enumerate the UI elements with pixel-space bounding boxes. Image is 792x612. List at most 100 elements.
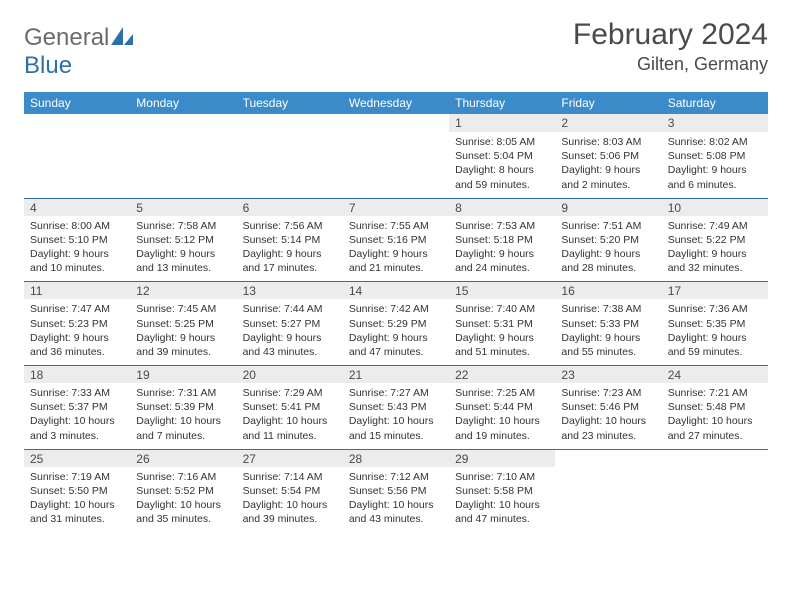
day-number — [555, 449, 661, 467]
sunset-line: Sunset: 5:41 PM — [243, 400, 337, 414]
logo: GeneralBlue — [24, 24, 133, 80]
logo-text: GeneralBlue — [24, 24, 133, 80]
day-number: 28 — [343, 449, 449, 467]
sunrise-line: Sunrise: 7:49 AM — [668, 219, 762, 233]
calendar-cell: 5Sunrise: 7:58 AMSunset: 5:12 PMDaylight… — [130, 198, 236, 282]
daylight-line: Daylight: 9 hours and 55 minutes. — [561, 331, 655, 359]
sunrise-line: Sunrise: 8:00 AM — [30, 219, 124, 233]
calendar-cell: 25Sunrise: 7:19 AMSunset: 5:50 PMDayligh… — [24, 449, 130, 533]
day-number — [237, 114, 343, 132]
sunset-line: Sunset: 5:18 PM — [455, 233, 549, 247]
sunset-line: Sunset: 5:39 PM — [136, 400, 230, 414]
sunset-line: Sunset: 5:44 PM — [455, 400, 549, 414]
day-number — [130, 114, 236, 132]
day-number: 7 — [343, 198, 449, 216]
sunset-line: Sunset: 5:16 PM — [349, 233, 443, 247]
day-data: Sunrise: 7:23 AMSunset: 5:46 PMDaylight:… — [555, 383, 661, 449]
day-number: 3 — [662, 114, 768, 132]
sunset-line: Sunset: 5:23 PM — [30, 317, 124, 331]
day-number: 11 — [24, 281, 130, 299]
sunrise-line: Sunrise: 7:47 AM — [30, 302, 124, 316]
daylight-line: Daylight: 10 hours and 35 minutes. — [136, 498, 230, 526]
sunrise-line: Sunrise: 7:31 AM — [136, 386, 230, 400]
daylight-line: Daylight: 8 hours and 59 minutes. — [455, 163, 549, 191]
day-header: Tuesday — [237, 92, 343, 114]
day-data: Sunrise: 8:05 AMSunset: 5:04 PMDaylight:… — [449, 132, 555, 198]
day-number: 9 — [555, 198, 661, 216]
daylight-line: Daylight: 10 hours and 23 minutes. — [561, 414, 655, 442]
sunset-line: Sunset: 5:56 PM — [349, 484, 443, 498]
day-header: Monday — [130, 92, 236, 114]
sunset-line: Sunset: 5:52 PM — [136, 484, 230, 498]
title-block: February 2024 Gilten, Germany — [573, 18, 768, 75]
calendar-cell: 7Sunrise: 7:55 AMSunset: 5:16 PMDaylight… — [343, 198, 449, 282]
day-data: Sunrise: 7:47 AMSunset: 5:23 PMDaylight:… — [24, 299, 130, 365]
daylight-line: Daylight: 9 hours and 36 minutes. — [30, 331, 124, 359]
day-data: Sunrise: 7:33 AMSunset: 5:37 PMDaylight:… — [24, 383, 130, 449]
sunrise-line: Sunrise: 7:25 AM — [455, 386, 549, 400]
calendar-cell — [662, 449, 768, 533]
day-header: Thursday — [449, 92, 555, 114]
sunset-line: Sunset: 5:54 PM — [243, 484, 337, 498]
sunrise-line: Sunrise: 7:23 AM — [561, 386, 655, 400]
calendar-cell: 10Sunrise: 7:49 AMSunset: 5:22 PMDayligh… — [662, 198, 768, 282]
daylight-line: Daylight: 10 hours and 19 minutes. — [455, 414, 549, 442]
day-header: Sunday — [24, 92, 130, 114]
daylight-line: Daylight: 10 hours and 11 minutes. — [243, 414, 337, 442]
daylight-line: Daylight: 10 hours and 15 minutes. — [349, 414, 443, 442]
day-data: Sunrise: 7:40 AMSunset: 5:31 PMDaylight:… — [449, 299, 555, 365]
day-number: 8 — [449, 198, 555, 216]
daylight-line: Daylight: 10 hours and 3 minutes. — [30, 414, 124, 442]
daylight-line: Daylight: 9 hours and 39 minutes. — [136, 331, 230, 359]
calendar-cell: 9Sunrise: 7:51 AMSunset: 5:20 PMDaylight… — [555, 198, 661, 282]
sunrise-line: Sunrise: 8:02 AM — [668, 135, 762, 149]
calendar-cell — [130, 114, 236, 198]
daylight-line: Daylight: 9 hours and 17 minutes. — [243, 247, 337, 275]
sunrise-line: Sunrise: 7:42 AM — [349, 302, 443, 316]
daylight-line: Daylight: 10 hours and 43 minutes. — [349, 498, 443, 526]
day-number: 14 — [343, 281, 449, 299]
sunset-line: Sunset: 5:20 PM — [561, 233, 655, 247]
daylight-line: Daylight: 10 hours and 39 minutes. — [243, 498, 337, 526]
day-number: 2 — [555, 114, 661, 132]
day-header: Wednesday — [343, 92, 449, 114]
daylight-line: Daylight: 9 hours and 10 minutes. — [30, 247, 124, 275]
sunrise-line: Sunrise: 7:10 AM — [455, 470, 549, 484]
calendar-cell: 21Sunrise: 7:27 AMSunset: 5:43 PMDayligh… — [343, 365, 449, 449]
calendar-header-row: SundayMondayTuesdayWednesdayThursdayFrid… — [24, 92, 768, 114]
day-data: Sunrise: 8:03 AMSunset: 5:06 PMDaylight:… — [555, 132, 661, 198]
day-number: 20 — [237, 365, 343, 383]
calendar-cell — [24, 114, 130, 198]
sunset-line: Sunset: 5:50 PM — [30, 484, 124, 498]
day-number: 4 — [24, 198, 130, 216]
sunrise-line: Sunrise: 7:40 AM — [455, 302, 549, 316]
day-data: Sunrise: 7:49 AMSunset: 5:22 PMDaylight:… — [662, 216, 768, 282]
day-data: Sunrise: 7:38 AMSunset: 5:33 PMDaylight:… — [555, 299, 661, 365]
sunrise-line: Sunrise: 8:03 AM — [561, 135, 655, 149]
sunset-line: Sunset: 5:25 PM — [136, 317, 230, 331]
sunset-line: Sunset: 5:35 PM — [668, 317, 762, 331]
day-data: Sunrise: 7:25 AMSunset: 5:44 PMDaylight:… — [449, 383, 555, 449]
logo-right: Blue — [24, 52, 72, 79]
day-data: Sunrise: 7:14 AMSunset: 5:54 PMDaylight:… — [237, 467, 343, 533]
day-number: 13 — [237, 281, 343, 299]
sunset-line: Sunset: 5:58 PM — [455, 484, 549, 498]
calendar-cell: 26Sunrise: 7:16 AMSunset: 5:52 PMDayligh… — [130, 449, 236, 533]
day-number: 27 — [237, 449, 343, 467]
day-data: Sunrise: 7:56 AMSunset: 5:14 PMDaylight:… — [237, 216, 343, 282]
calendar-cell: 28Sunrise: 7:12 AMSunset: 5:56 PMDayligh… — [343, 449, 449, 533]
sunset-line: Sunset: 5:48 PM — [668, 400, 762, 414]
sunrise-line: Sunrise: 7:58 AM — [136, 219, 230, 233]
sunrise-line: Sunrise: 7:33 AM — [30, 386, 124, 400]
sunset-line: Sunset: 5:04 PM — [455, 149, 549, 163]
day-data: Sunrise: 8:02 AMSunset: 5:08 PMDaylight:… — [662, 132, 768, 198]
day-data: Sunrise: 7:51 AMSunset: 5:20 PMDaylight:… — [555, 216, 661, 282]
day-number: 16 — [555, 281, 661, 299]
day-number: 17 — [662, 281, 768, 299]
day-number: 6 — [237, 198, 343, 216]
day-number: 21 — [343, 365, 449, 383]
daylight-line: Daylight: 10 hours and 31 minutes. — [30, 498, 124, 526]
daylight-line: Daylight: 9 hours and 51 minutes. — [455, 331, 549, 359]
daylight-line: Daylight: 9 hours and 24 minutes. — [455, 247, 549, 275]
calendar-cell: 8Sunrise: 7:53 AMSunset: 5:18 PMDaylight… — [449, 198, 555, 282]
